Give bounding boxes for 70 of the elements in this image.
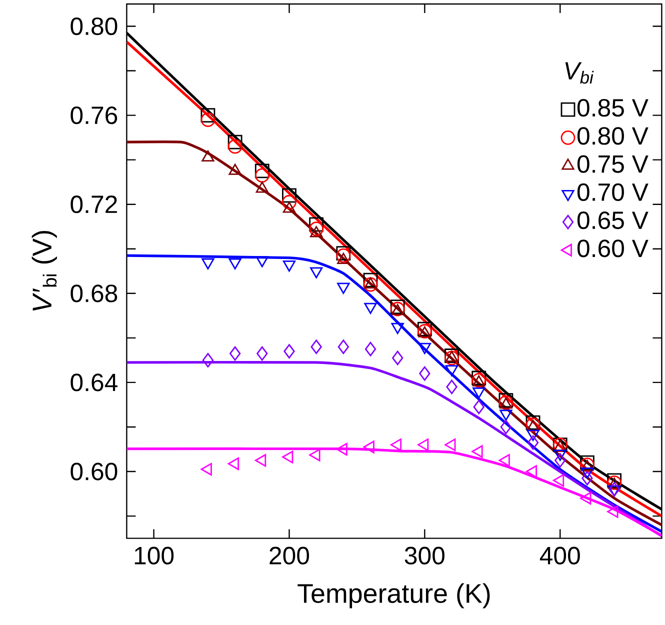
- x-tick-label: 200: [270, 546, 310, 564]
- point: [363, 272, 378, 288]
- point: [582, 470, 593, 486]
- point: [498, 454, 510, 467]
- point: [310, 267, 323, 278]
- point: [282, 450, 294, 464]
- point: [364, 342, 376, 356]
- point: [498, 393, 514, 408]
- point: [608, 482, 620, 497]
- y-axis-title: V′$_{bi}$ (V): [32, 231, 57, 311]
- point: [526, 465, 537, 478]
- point: [254, 168, 270, 183]
- point: [228, 457, 240, 470]
- point: [580, 492, 592, 505]
- y-tick-label: 0.68: [70, 284, 118, 302]
- y-tick-label: 0.60: [70, 462, 118, 480]
- point: [284, 344, 295, 358]
- point: [607, 505, 618, 518]
- point: [444, 350, 459, 366]
- point: [282, 194, 296, 210]
- legend-label: 0.70 V: [577, 183, 648, 201]
- point: [554, 453, 566, 468]
- y-tick-label: 0.76: [70, 106, 118, 124]
- point: [444, 438, 456, 452]
- point: [254, 164, 270, 178]
- point: [228, 134, 242, 150]
- point: [473, 400, 484, 414]
- legend-label: 0.85 V: [577, 99, 648, 117]
- point: [363, 440, 374, 454]
- point: [552, 474, 564, 487]
- point: [202, 353, 214, 368]
- x-tick-label: 300: [404, 546, 444, 564]
- x-axis-title: Temperature (K): [298, 583, 490, 608]
- x-tick-label: 400: [540, 546, 580, 564]
- point: [202, 258, 214, 270]
- legend-label: 0.65 V: [577, 211, 648, 230]
- y-tick-label: 0.80: [70, 17, 118, 36]
- x-tick-label: 100: [134, 546, 174, 564]
- y-tick-label: 0.72: [70, 196, 117, 214]
- point: [229, 346, 241, 361]
- point: [472, 445, 483, 458]
- point: [364, 302, 377, 314]
- point: [338, 340, 349, 354]
- legend-title: V$_{bi}$: [565, 62, 594, 84]
- point: [256, 346, 268, 361]
- point: [200, 108, 216, 123]
- point: [254, 454, 266, 467]
- legend-label: 0.75 V: [577, 155, 648, 173]
- point: [336, 442, 348, 456]
- point: [390, 438, 402, 452]
- point: [200, 112, 216, 127]
- legend-label: 0.80 V: [577, 127, 648, 145]
- point: [419, 366, 430, 381]
- point: [282, 188, 296, 203]
- point: [309, 222, 324, 236]
- point: [310, 340, 322, 354]
- point: [363, 277, 378, 292]
- point: [500, 420, 512, 434]
- point: [228, 258, 242, 270]
- point: [446, 380, 458, 394]
- point: [527, 435, 539, 450]
- y-tick-label: 0.64: [70, 374, 118, 392]
- point: [228, 139, 242, 154]
- point: [309, 217, 324, 232]
- point: [309, 448, 320, 462]
- point: [417, 438, 429, 452]
- legend-label: 0.60 V: [577, 240, 648, 258]
- point: [337, 282, 350, 294]
- point: [392, 350, 404, 366]
- point: [580, 455, 594, 470]
